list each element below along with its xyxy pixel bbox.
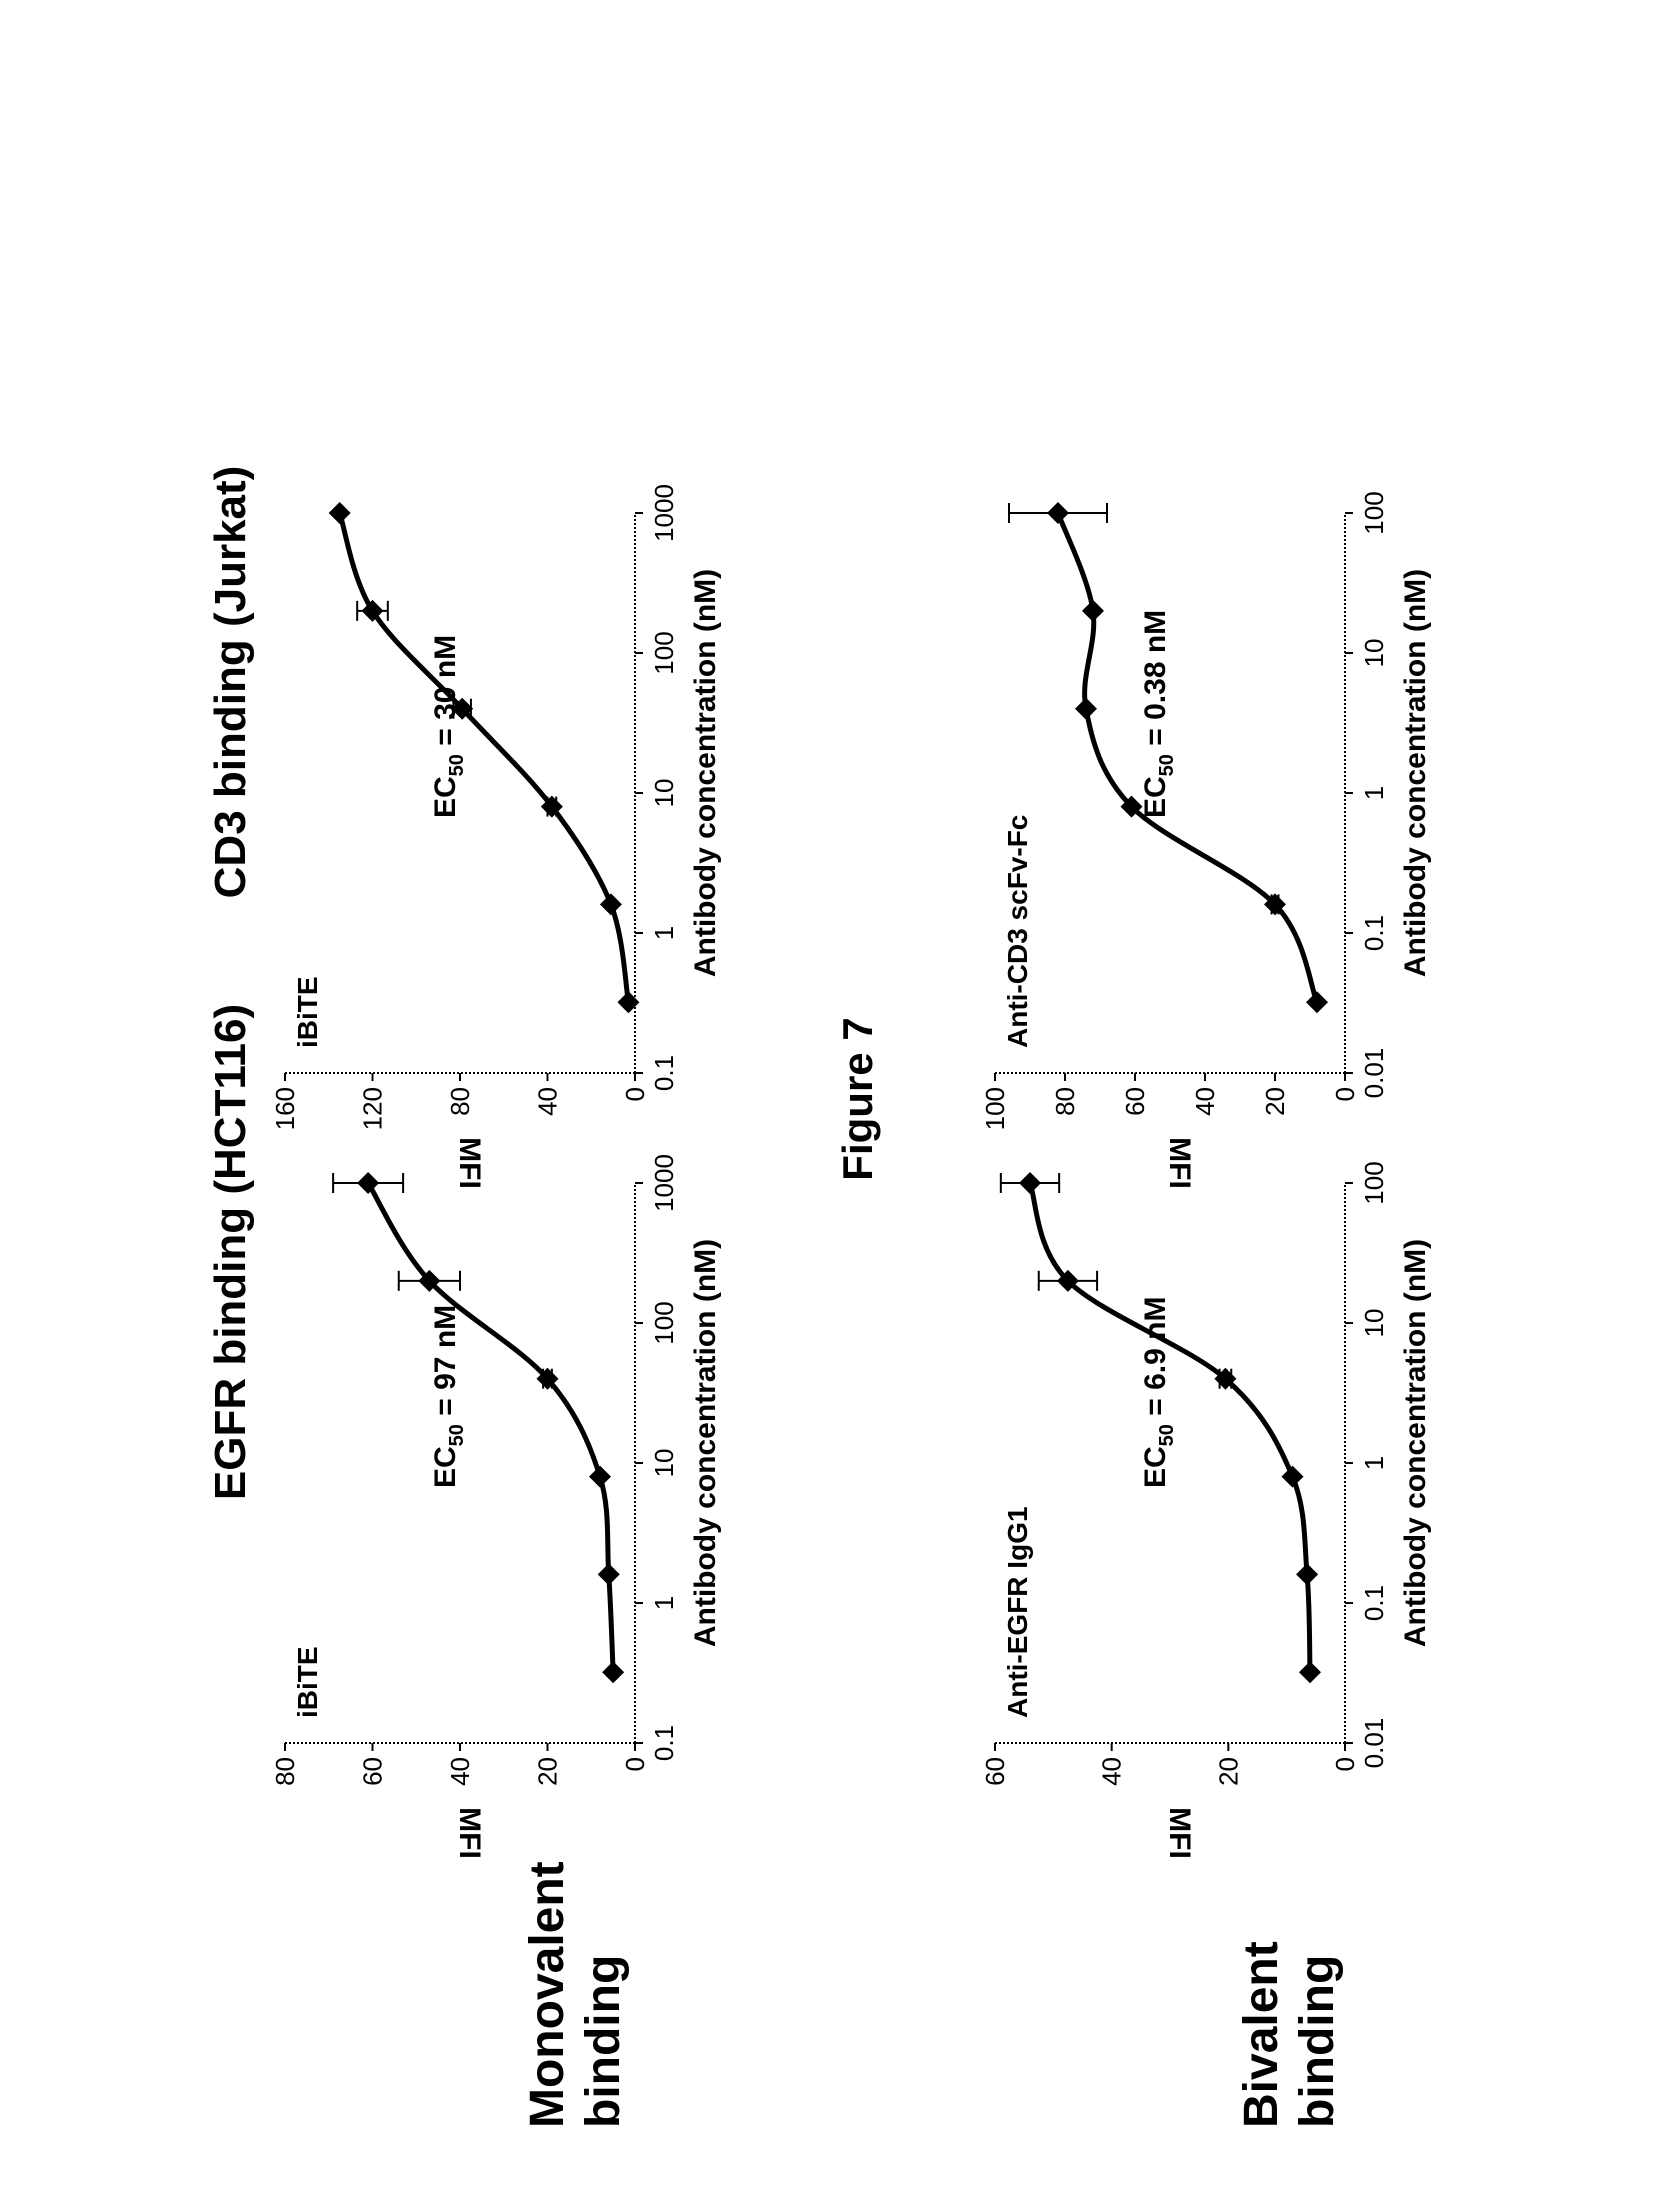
row-label-monovalent-line1: Monovalent (521, 1861, 574, 2128)
y-tick-label: 60 (1120, 1087, 1150, 1116)
chart-svg-egfr-biv: 0 20 40 60 0.01 0.1 1 10 100 Antibody concentrati… (980, 1161, 1432, 1859)
y-tick-label: 40 (533, 1087, 563, 1116)
y-tick-label: 120 (358, 1087, 388, 1130)
x-tick-label: 10 (1359, 639, 1389, 668)
data-point-marker (597, 1563, 620, 1586)
ec50-annotation: EC50 = 6.9 nM (1139, 1297, 1178, 1488)
ec50-annotation: EC50 = 0.38 nM (1139, 610, 1178, 818)
y-tick-label: 80 (445, 1087, 475, 1116)
ec50-annotation: EC50 = 97 nM (429, 1305, 468, 1488)
row-label-monovalent-line2: binding (577, 1954, 630, 2128)
y-tick-label: 60 (358, 1757, 388, 1786)
y-tick-label: 160 (270, 1087, 300, 1130)
row-label-monovalent: Monovalent binding (520, 1861, 632, 2128)
chart-svg-cd3-mono: 0 40 80 120 160 0.1 1 10 100 1000 Antibody concent… (270, 484, 722, 1189)
x-tick-label: 10 (1359, 1309, 1389, 1338)
data-point-marker (1082, 599, 1104, 622)
data-point-marker (617, 991, 640, 1014)
chart-egfr-monovalent: 0 20 40 60 80 0.1 1 10 100 1000 Antibody concentra… (265, 1068, 750, 1868)
y-tick-label: 60 (980, 1757, 1010, 1786)
y-axis-label: MFI (453, 1807, 486, 1859)
row-label-bivalent-line2: binding (1291, 1954, 1344, 2128)
data-point-marker (599, 893, 622, 916)
data-point-marker (1047, 502, 1069, 524)
y-tick-label: 80 (1050, 1087, 1080, 1116)
x-tick-label: 1000 (649, 484, 679, 542)
y-tick-label: 20 (1213, 1757, 1243, 1786)
x-axis-label: Antibody concentration (nM) (1399, 1239, 1432, 1647)
x-tick-label: 1000 (649, 1154, 679, 1212)
x-tick-label: 0.01 (1359, 1718, 1389, 1769)
fit-curve (337, 512, 631, 1003)
data-point-marker (328, 502, 351, 524)
x-tick-label: 100 (649, 631, 679, 674)
x-tick-label: 1 (1359, 786, 1389, 800)
ec50-annotation: EC50 = 30 nM (429, 635, 468, 818)
y-tick-label: 0 (1330, 1087, 1360, 1101)
y-tick-label: 40 (445, 1757, 475, 1786)
panel-label: iBiTE (292, 1646, 323, 1718)
fit-curve (1055, 512, 1320, 1004)
row-label-bivalent-line1: Bivalent (1235, 1941, 1288, 2128)
data-point-marker (1264, 893, 1286, 916)
x-tick-label: 1 (649, 926, 679, 940)
y-tick-label: 100 (980, 1087, 1010, 1130)
chart-svg-egfr-mono: 0 20 40 60 80 0.1 1 10 100 1000 Antibody concentra… (270, 1154, 722, 1859)
y-tick-label: 20 (533, 1757, 563, 1786)
x-tick-label: 0.1 (1359, 1585, 1389, 1621)
x-tick-label: 100 (649, 1301, 679, 1344)
x-tick-label: 100 (1359, 491, 1389, 534)
x-axis-label: Antibody concentration (nM) (1399, 569, 1432, 977)
x-axis-label: Antibody concentration (nM) (689, 1239, 722, 1647)
panel-label: Anti-EGFR IgG1 (1002, 1506, 1033, 1718)
data-point-marker (1296, 1563, 1319, 1586)
chart-cd3-monovalent: 0 40 80 120 160 0.1 1 10 100 1000 Antibody concent… (265, 398, 750, 1198)
chart-cd3-bivalent: 0 20 40 60 80 100 0.01 0.1 1 10 100 Antibody concen… (975, 398, 1460, 1198)
x-tick-label: 10 (649, 779, 679, 808)
fit-curve (365, 1181, 616, 1673)
x-tick-label: 0.1 (649, 1055, 679, 1091)
x-tick-label: 0.1 (1359, 915, 1389, 951)
y-axis-label: MFI (1163, 1137, 1196, 1189)
chart-svg-cd3-biv: 0 20 40 60 80 100 0.01 0.1 1 10 100 Antibody concen… (980, 491, 1432, 1189)
y-tick-label: 0 (620, 1757, 650, 1771)
x-tick-label: 10 (649, 1449, 679, 1478)
x-tick-label: 1 (649, 1596, 679, 1610)
column-title-cd3: CD3 binding (Jurkat) (206, 465, 255, 899)
panel-label: iBiTE (292, 976, 323, 1048)
panel-label: Anti-CD3 scFv-Fc (1002, 815, 1033, 1048)
data-point-marker (1306, 991, 1328, 1014)
x-tick-label: 1 (1359, 1456, 1389, 1470)
x-tick-label: 0.01 (1359, 1048, 1389, 1099)
x-axis-label: Antibody concentration (nM) (689, 569, 722, 977)
data-point-marker (1075, 697, 1097, 720)
y-tick-label: 0 (1330, 1757, 1360, 1771)
data-point-marker (1299, 1661, 1321, 1684)
data-point-marker (1019, 1172, 1041, 1194)
data-point-marker (357, 1172, 380, 1194)
data-point-marker (1281, 1465, 1304, 1488)
figure-title: Figure 7 (834, 1017, 881, 1181)
y-tick-label: 80 (270, 1757, 300, 1786)
y-tick-label: 20 (1260, 1087, 1290, 1116)
row-label-bivalent: Bivalent binding (1234, 1941, 1346, 2128)
y-tick-label: 40 (1097, 1757, 1127, 1786)
x-tick-label: 100 (1359, 1161, 1389, 1204)
x-tick-label: 0.1 (649, 1725, 679, 1761)
data-point-marker (602, 1661, 625, 1684)
chart-egfr-bivalent: 0 20 40 60 0.01 0.1 1 10 100 Antibody concentrati… (975, 1068, 1460, 1868)
y-axis-label: MFI (453, 1137, 486, 1189)
y-axis-label: MFI (1163, 1807, 1196, 1859)
y-tick-label: 40 (1190, 1087, 1220, 1116)
y-tick-label: 0 (620, 1087, 650, 1101)
data-point-marker (589, 1465, 611, 1488)
